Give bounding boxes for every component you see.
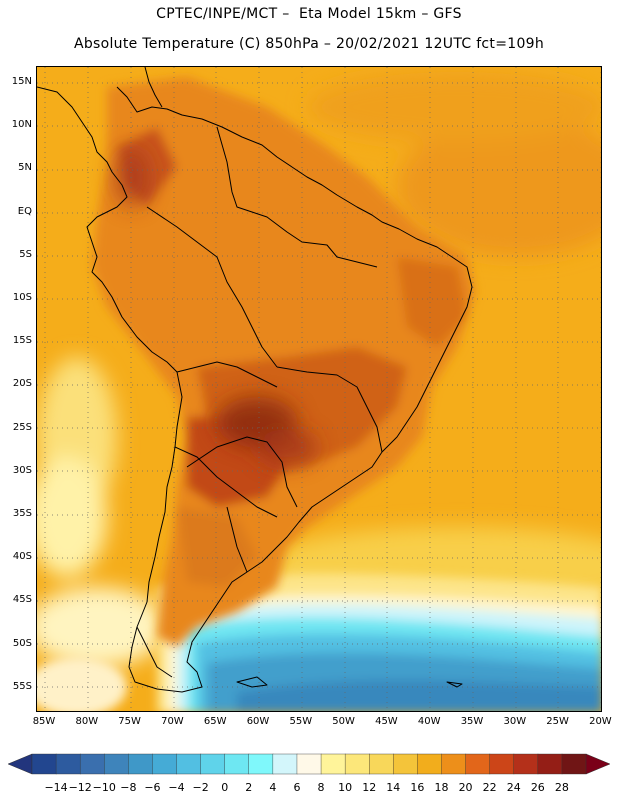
lat-label: 10N xyxy=(11,119,32,131)
colorbar-swatch xyxy=(320,753,346,775)
lat-label: 25S xyxy=(12,421,32,433)
lon-label: 35W xyxy=(460,716,484,727)
colorbar-swatch xyxy=(296,753,322,775)
colorbar-swatch xyxy=(152,753,178,775)
lon-label: 50W xyxy=(332,716,355,727)
lon-label: 65W xyxy=(203,716,227,727)
colorbar-label: 2 xyxy=(245,781,253,794)
lat-label: 15N xyxy=(11,76,32,87)
colorbar-label: 0 xyxy=(221,781,229,794)
colorbar-label: 18 xyxy=(434,781,449,794)
colorbar-swatch xyxy=(561,753,587,775)
colorbar-label: −10 xyxy=(92,781,116,794)
colorbar-label: 28 xyxy=(554,781,569,794)
lon-label: 55W xyxy=(289,716,313,727)
andes-core xyxy=(114,147,150,207)
pacific-cool-patch-2 xyxy=(37,457,107,577)
lon-label: 70W xyxy=(161,716,184,727)
continent-outline xyxy=(37,67,473,693)
colorbar-label: 4 xyxy=(269,781,277,794)
lat-label: 10S xyxy=(12,292,32,303)
colorbar-swatch xyxy=(369,753,394,775)
lat-label: EQ xyxy=(17,205,32,217)
colorbar-swatch xyxy=(248,753,274,775)
colorbar-label: 14 xyxy=(386,781,401,794)
colorbar-label: 8 xyxy=(317,781,325,794)
map-subtitle: Absolute Temperature (C) 850hPa – 20/02/… xyxy=(73,36,545,52)
temperature-field xyxy=(37,67,601,711)
colorbar-label: −4 xyxy=(168,781,185,794)
colorbar-swatch xyxy=(465,753,491,775)
pacific-pale-band xyxy=(37,587,167,667)
colorbar-swatch xyxy=(224,753,250,775)
ne-brazil-warm xyxy=(397,257,467,347)
lon-label: 75W xyxy=(118,716,141,727)
north-atlantic-warm xyxy=(307,72,601,142)
lat-label: 5S xyxy=(19,248,32,260)
colorbar-label: −2 xyxy=(192,781,209,794)
colorbar-swatch xyxy=(176,753,202,775)
lat-label: 20S xyxy=(12,378,32,390)
colorbar-swatch xyxy=(128,753,153,775)
lon-label: 20W xyxy=(589,716,612,727)
colorbar-swatch xyxy=(104,753,129,775)
colorbar-label: −8 xyxy=(120,781,137,794)
colorbar-swatch xyxy=(31,753,57,775)
colorbar-label: 22 xyxy=(482,781,497,794)
lat-label: 55S xyxy=(12,680,32,692)
colorbar-label: −14 xyxy=(44,781,68,794)
colorbar-swatch xyxy=(537,753,563,775)
colorbar xyxy=(7,753,611,775)
lon-label: 85W xyxy=(32,716,56,727)
colorbar-high-arrow xyxy=(585,753,611,775)
lat-label: 30S xyxy=(12,464,32,476)
colorbar-swatch xyxy=(441,753,467,775)
lon-label: 80W xyxy=(75,716,99,727)
colorbar-label: 10 xyxy=(338,781,353,794)
colorbar-label: −6 xyxy=(144,781,161,794)
tropical-warm-band xyxy=(397,117,601,257)
colorbar-low-arrow xyxy=(7,753,33,775)
colorbar-label: 16 xyxy=(410,781,425,794)
pacific-cold-west xyxy=(37,657,127,711)
lat-label: 50S xyxy=(12,637,32,649)
colorbar-label: 20 xyxy=(458,781,473,794)
lat-label: 15S xyxy=(12,335,32,347)
colorbar-label: 26 xyxy=(530,781,545,794)
lat-label: 40S xyxy=(12,551,32,563)
lat-label: 45S xyxy=(12,594,32,606)
deep-blue-band xyxy=(237,680,601,711)
colorbar-swatch xyxy=(55,753,81,775)
colorbar-swatch xyxy=(272,753,298,775)
temperature-map xyxy=(36,66,602,712)
lon-label: 25W xyxy=(546,716,569,727)
colorbar-swatch xyxy=(344,753,370,775)
lon-label: 45W xyxy=(375,716,398,727)
colorbar-label: 12 xyxy=(362,781,377,794)
colorbar-label: −12 xyxy=(68,781,92,794)
colorbar-label: 6 xyxy=(293,781,301,794)
colorbar-swatch xyxy=(200,753,226,775)
map-title: CPTEC/INPE/MCT – Eta Model 15km – GFS xyxy=(156,6,462,22)
patagonia-warm xyxy=(177,507,257,587)
colorbar-swatch xyxy=(393,753,418,775)
hot-core-2 xyxy=(257,429,317,465)
lon-label: 30W xyxy=(503,716,527,727)
lat-label: 35S xyxy=(12,508,32,519)
colorbar-swatch xyxy=(417,753,442,775)
lon-label: 40W xyxy=(417,716,441,727)
lat-label: 5N xyxy=(18,162,32,174)
colorbar-swatch xyxy=(79,753,105,775)
colorbar-swatch xyxy=(489,753,515,775)
lon-label: 60W xyxy=(246,716,270,727)
colorbar-swatch xyxy=(513,753,539,775)
colorbar-label: 24 xyxy=(506,781,521,794)
